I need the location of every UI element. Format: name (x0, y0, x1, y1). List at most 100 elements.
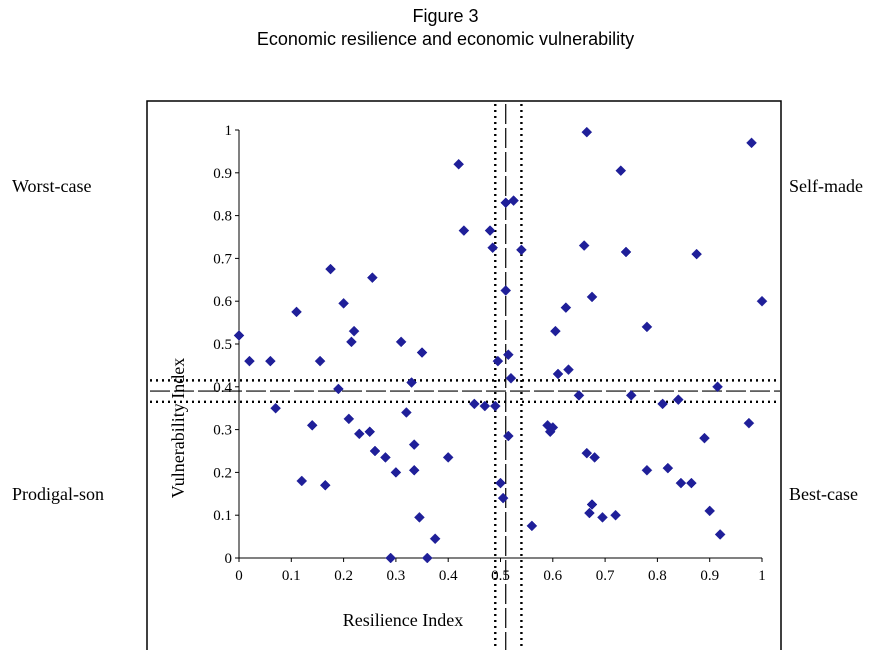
data-point (586, 291, 598, 303)
data-point (573, 390, 585, 401)
y-tick-label: 0.1 (213, 508, 232, 524)
data-point (270, 402, 281, 414)
data-point (497, 492, 509, 504)
data-point (453, 158, 465, 170)
data-point (296, 475, 308, 487)
data-point (429, 533, 441, 545)
data-point (584, 507, 595, 519)
data-point (502, 430, 514, 442)
y-tick-label: 0.2 (213, 465, 232, 481)
y-tick-label: 0.9 (213, 166, 232, 182)
data-point (380, 452, 391, 463)
data-point (442, 452, 454, 463)
data-point (500, 197, 512, 209)
data-point (625, 390, 637, 401)
data-point (314, 355, 326, 367)
data-point (406, 377, 417, 388)
figure-number: Figure 3 (412, 6, 479, 26)
data-point (615, 165, 627, 177)
data-point (550, 325, 561, 337)
quadrant-label-worst-case: Worst-case (12, 176, 92, 196)
x-tick-label: 0.7 (596, 568, 615, 584)
data-point (691, 248, 702, 260)
figure-title: Economic resilience and economic vulnera… (256, 29, 635, 49)
data-point (662, 462, 674, 474)
y-tick-label: 0.6 (213, 294, 232, 310)
data-point (487, 242, 499, 254)
data-point (484, 225, 496, 236)
y-axis-label: Vulnerability Index (168, 358, 188, 498)
data-point (586, 499, 598, 510)
data-point (641, 464, 653, 476)
data-point (502, 349, 514, 361)
quadrant-label-self-made: Self-made (789, 176, 863, 196)
data-point (560, 302, 572, 313)
x-tick-label: 0.9 (700, 568, 719, 584)
data-point (712, 381, 723, 393)
y-tick-label: 0.4 (213, 380, 232, 396)
x-tick-label: 0.8 (648, 568, 667, 584)
reference-lines (150, 104, 780, 650)
data-point (686, 477, 697, 489)
data-point (408, 439, 420, 450)
data-point (244, 355, 255, 367)
data-point (416, 347, 428, 358)
chart-frame (146, 100, 782, 650)
x-tick-label: 1 (758, 568, 766, 584)
data-point (233, 330, 245, 341)
data-point (395, 336, 407, 348)
data-point (699, 432, 710, 444)
y-tick-label: 0.3 (213, 423, 232, 439)
y-tick-label: 1 (225, 123, 233, 139)
x-tick-label: 0 (235, 568, 243, 584)
data-point (306, 419, 318, 431)
data-point (657, 398, 668, 410)
data-point (526, 520, 538, 532)
data-point (672, 394, 684, 405)
data-points (233, 126, 768, 564)
data-point (547, 422, 559, 433)
axes (235, 129, 763, 562)
data-point (367, 272, 378, 284)
data-point (333, 383, 344, 395)
data-point (291, 306, 302, 318)
data-point (581, 447, 593, 459)
data-point (675, 477, 687, 489)
data-point (325, 263, 336, 275)
data-point (401, 407, 412, 418)
x-tick-label: 0.6 (543, 568, 562, 584)
quadrant-label-prodigal-son: Prodigal-son (12, 484, 104, 504)
data-point (369, 445, 381, 457)
data-point (505, 372, 517, 384)
data-point (500, 285, 512, 296)
data-point (408, 464, 420, 476)
data-point (552, 368, 564, 380)
data-point (581, 126, 593, 138)
data-point (421, 552, 433, 564)
data-point (390, 467, 402, 478)
x-tick-label: 0.4 (439, 568, 458, 584)
data-point (346, 336, 357, 348)
x-tick-label: 0.3 (387, 568, 406, 584)
data-point (468, 398, 480, 410)
data-point (479, 400, 491, 412)
quadrant-label-best-case: Best-case (789, 484, 858, 504)
data-point (563, 364, 574, 376)
x-tick-label: 0.5 (491, 568, 510, 584)
data-point (414, 511, 425, 523)
tick-labels: 0 0.1 0.2 0.3 0.4 0.5 0.6 0.7 0.8 0.9 1 0 0.1 0.2 0.3 0… (213, 123, 766, 584)
data-point (743, 417, 755, 429)
data-point (495, 477, 506, 489)
data-point (489, 400, 501, 412)
data-point (265, 355, 276, 367)
y-tick-label: 0.5 (213, 337, 232, 353)
data-point (756, 295, 768, 307)
data-point (610, 509, 621, 521)
data-point (458, 225, 470, 236)
data-point (353, 428, 365, 440)
data-point (516, 244, 527, 256)
data-point (704, 505, 716, 517)
data-point (641, 321, 653, 333)
data-point (597, 511, 608, 523)
